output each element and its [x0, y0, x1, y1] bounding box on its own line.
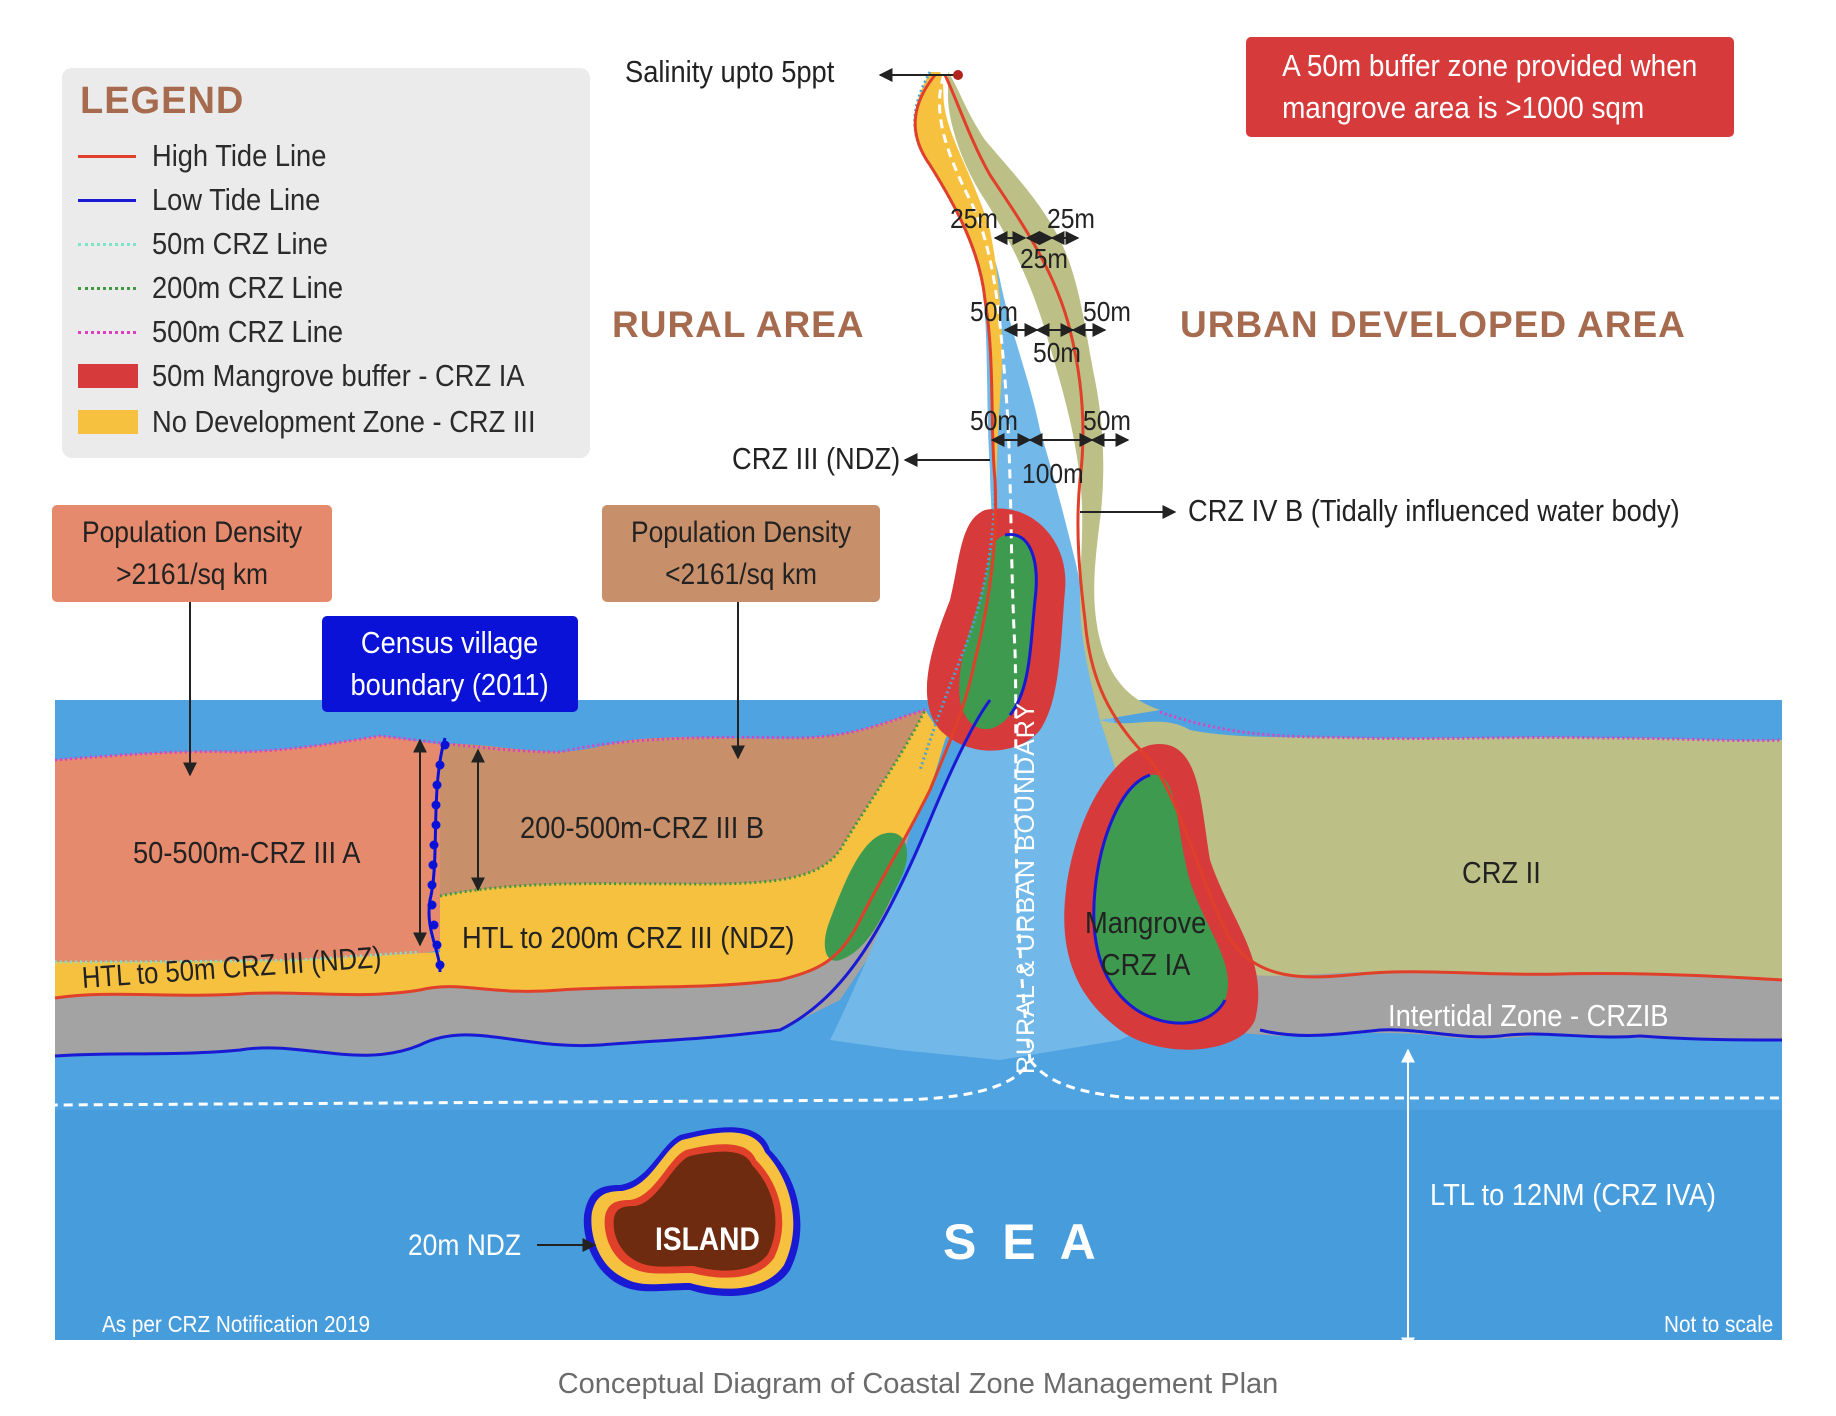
low-tide-line [54, 699, 992, 1058]
legend-item-high-tide: High Tide Line [78, 136, 350, 176]
crz-ii-label: CRZ II [1462, 855, 1541, 890]
dim-50b-left: 50m [970, 405, 1018, 436]
sea-boundary-right [1028, 1059, 1782, 1100]
pop-density-low-text: Population Density <2161/sq km [630, 515, 852, 591]
legend-swatch [78, 364, 138, 388]
legend-item-200m-crz: 200m CRZ Line [78, 268, 369, 308]
island-label: ISLAND [655, 1221, 760, 1257]
legend-swatch [78, 242, 136, 246]
buffer-note-box: A 50m buffer zone provided when mangrove… [1246, 37, 1734, 137]
dim-25-mid: 25m [1020, 243, 1068, 274]
dim-25-right: 25m [1047, 203, 1095, 234]
legend-label: High Tide Line [152, 138, 327, 173]
legend-item-mangrove-buffer: 50m Mangrove buffer - CRZ IA [78, 356, 575, 396]
legend-swatch [78, 330, 136, 334]
mangrove-right [1093, 774, 1229, 1024]
dim-50a-left: 50m [970, 296, 1018, 327]
source-note: As per CRZ Notification 2019 [102, 1311, 371, 1337]
htl-200m-label: HTL to 200m CRZ III (NDZ) [462, 920, 795, 955]
dim-50b-right: 50m [1083, 405, 1131, 436]
creek-center-line [54, 74, 1032, 1107]
pop-density-high-text: Population Density >2161/sq km [81, 515, 303, 591]
legend-item-50m-crz: 50m CRZ Line [78, 224, 352, 264]
census-boundary-line [427, 737, 450, 973]
pop-density-high-box: Population Density >2161/sq km [52, 505, 332, 602]
crz-ii-zone [1100, 720, 1782, 980]
dim-50a-right: 50m [1083, 296, 1131, 327]
rural-urban-boundary-label: RURAL & URBAN BOUNDARY [1012, 701, 1040, 1074]
legend-label: 50m CRZ Line [152, 226, 328, 261]
mangrove-low-tide-outline [1004, 533, 1038, 716]
high-tide-line [54, 74, 998, 1000]
legend-swatch [78, 154, 136, 158]
crz-ivb-label: CRZ IV B (Tidally influenced water body) [1188, 493, 1680, 528]
legend-swatch [78, 198, 136, 202]
legend-label: No Development Zone - CRZ III [152, 404, 536, 439]
island-shape [583, 1127, 801, 1296]
census-boundary-box: Census village boundary (2011) [322, 616, 578, 712]
legend-label: 50m Mangrove buffer - CRZ IA [152, 358, 525, 393]
crz-iii-ndz-label: CRZ III (NDZ) [732, 441, 901, 476]
legend-item-low-tide: Low Tide Line [78, 180, 343, 220]
crz-iii-b-label: 200-500m-CRZ III B [520, 810, 765, 845]
salinity-point [953, 70, 963, 80]
salinity-label: Salinity upto 5ppt [625, 54, 835, 89]
crz-200m-line [439, 709, 927, 898]
scale-note: Not to scale [1664, 1311, 1774, 1337]
mangrove-right-low-tide-outline [1092, 773, 1227, 1025]
mangrove-left-bank [824, 832, 908, 961]
creek-crz-ii-right [948, 72, 1160, 720]
legend-label: 200m CRZ Line [152, 270, 344, 305]
legend-swatch [78, 410, 138, 434]
dim-50a-mid: 50m [1033, 337, 1081, 368]
ndz-rural-zone [55, 710, 945, 998]
legend-label: Low Tide Line [152, 182, 321, 217]
island-ndz-label: 20m NDZ [408, 1229, 521, 1262]
mangrove-label: Mangrove CRZ IA [1085, 905, 1207, 982]
legend-panel: LEGEND High Tide Line Low Tide Line 50m … [62, 68, 590, 458]
figure-caption: Conceptual Diagram of Coastal Zone Manag… [557, 1368, 1279, 1400]
pop-density-low-box: Population Density <2161/sq km [602, 505, 880, 602]
legend-item-500m-crz: 500m CRZ Line [78, 312, 369, 352]
high-tide-line-right [943, 74, 1783, 982]
legend-item-ndz: No Development Zone - CRZ III [78, 402, 588, 442]
sea-lower-band [55, 1110, 1782, 1340]
crz-iii-b-zone [440, 710, 925, 896]
crz-iii-a-label: 50-500m-CRZ III A [133, 835, 361, 870]
census-boundary-text: Census village boundary (2011) [350, 625, 550, 702]
dim-100: 100m [1022, 458, 1084, 489]
ltl-label: LTL to 12NM (CRZ IVA) [1430, 1177, 1716, 1212]
legend-swatch [78, 286, 136, 290]
buffer-note-text: A 50m buffer zone provided when mangrove… [1282, 48, 1698, 125]
legend-title: LEGEND [80, 80, 245, 122]
sea-label: S E A [943, 1214, 1102, 1270]
urban-area-label: URBAN DEVELOPED AREA [1180, 304, 1686, 345]
crz-500m-line-right [1159, 710, 1783, 743]
creek-ndz-left [914, 72, 1002, 770]
rural-area-label: RURAL AREA [612, 304, 865, 345]
crz-iii-a-zone [55, 736, 440, 962]
low-tide-line-right [1259, 1028, 1783, 1042]
intertidal-label: Intertidal Zone - CRZIB [1388, 998, 1669, 1033]
legend-label: 500m CRZ Line [152, 314, 344, 349]
dim-25-left: 25m [950, 203, 998, 234]
